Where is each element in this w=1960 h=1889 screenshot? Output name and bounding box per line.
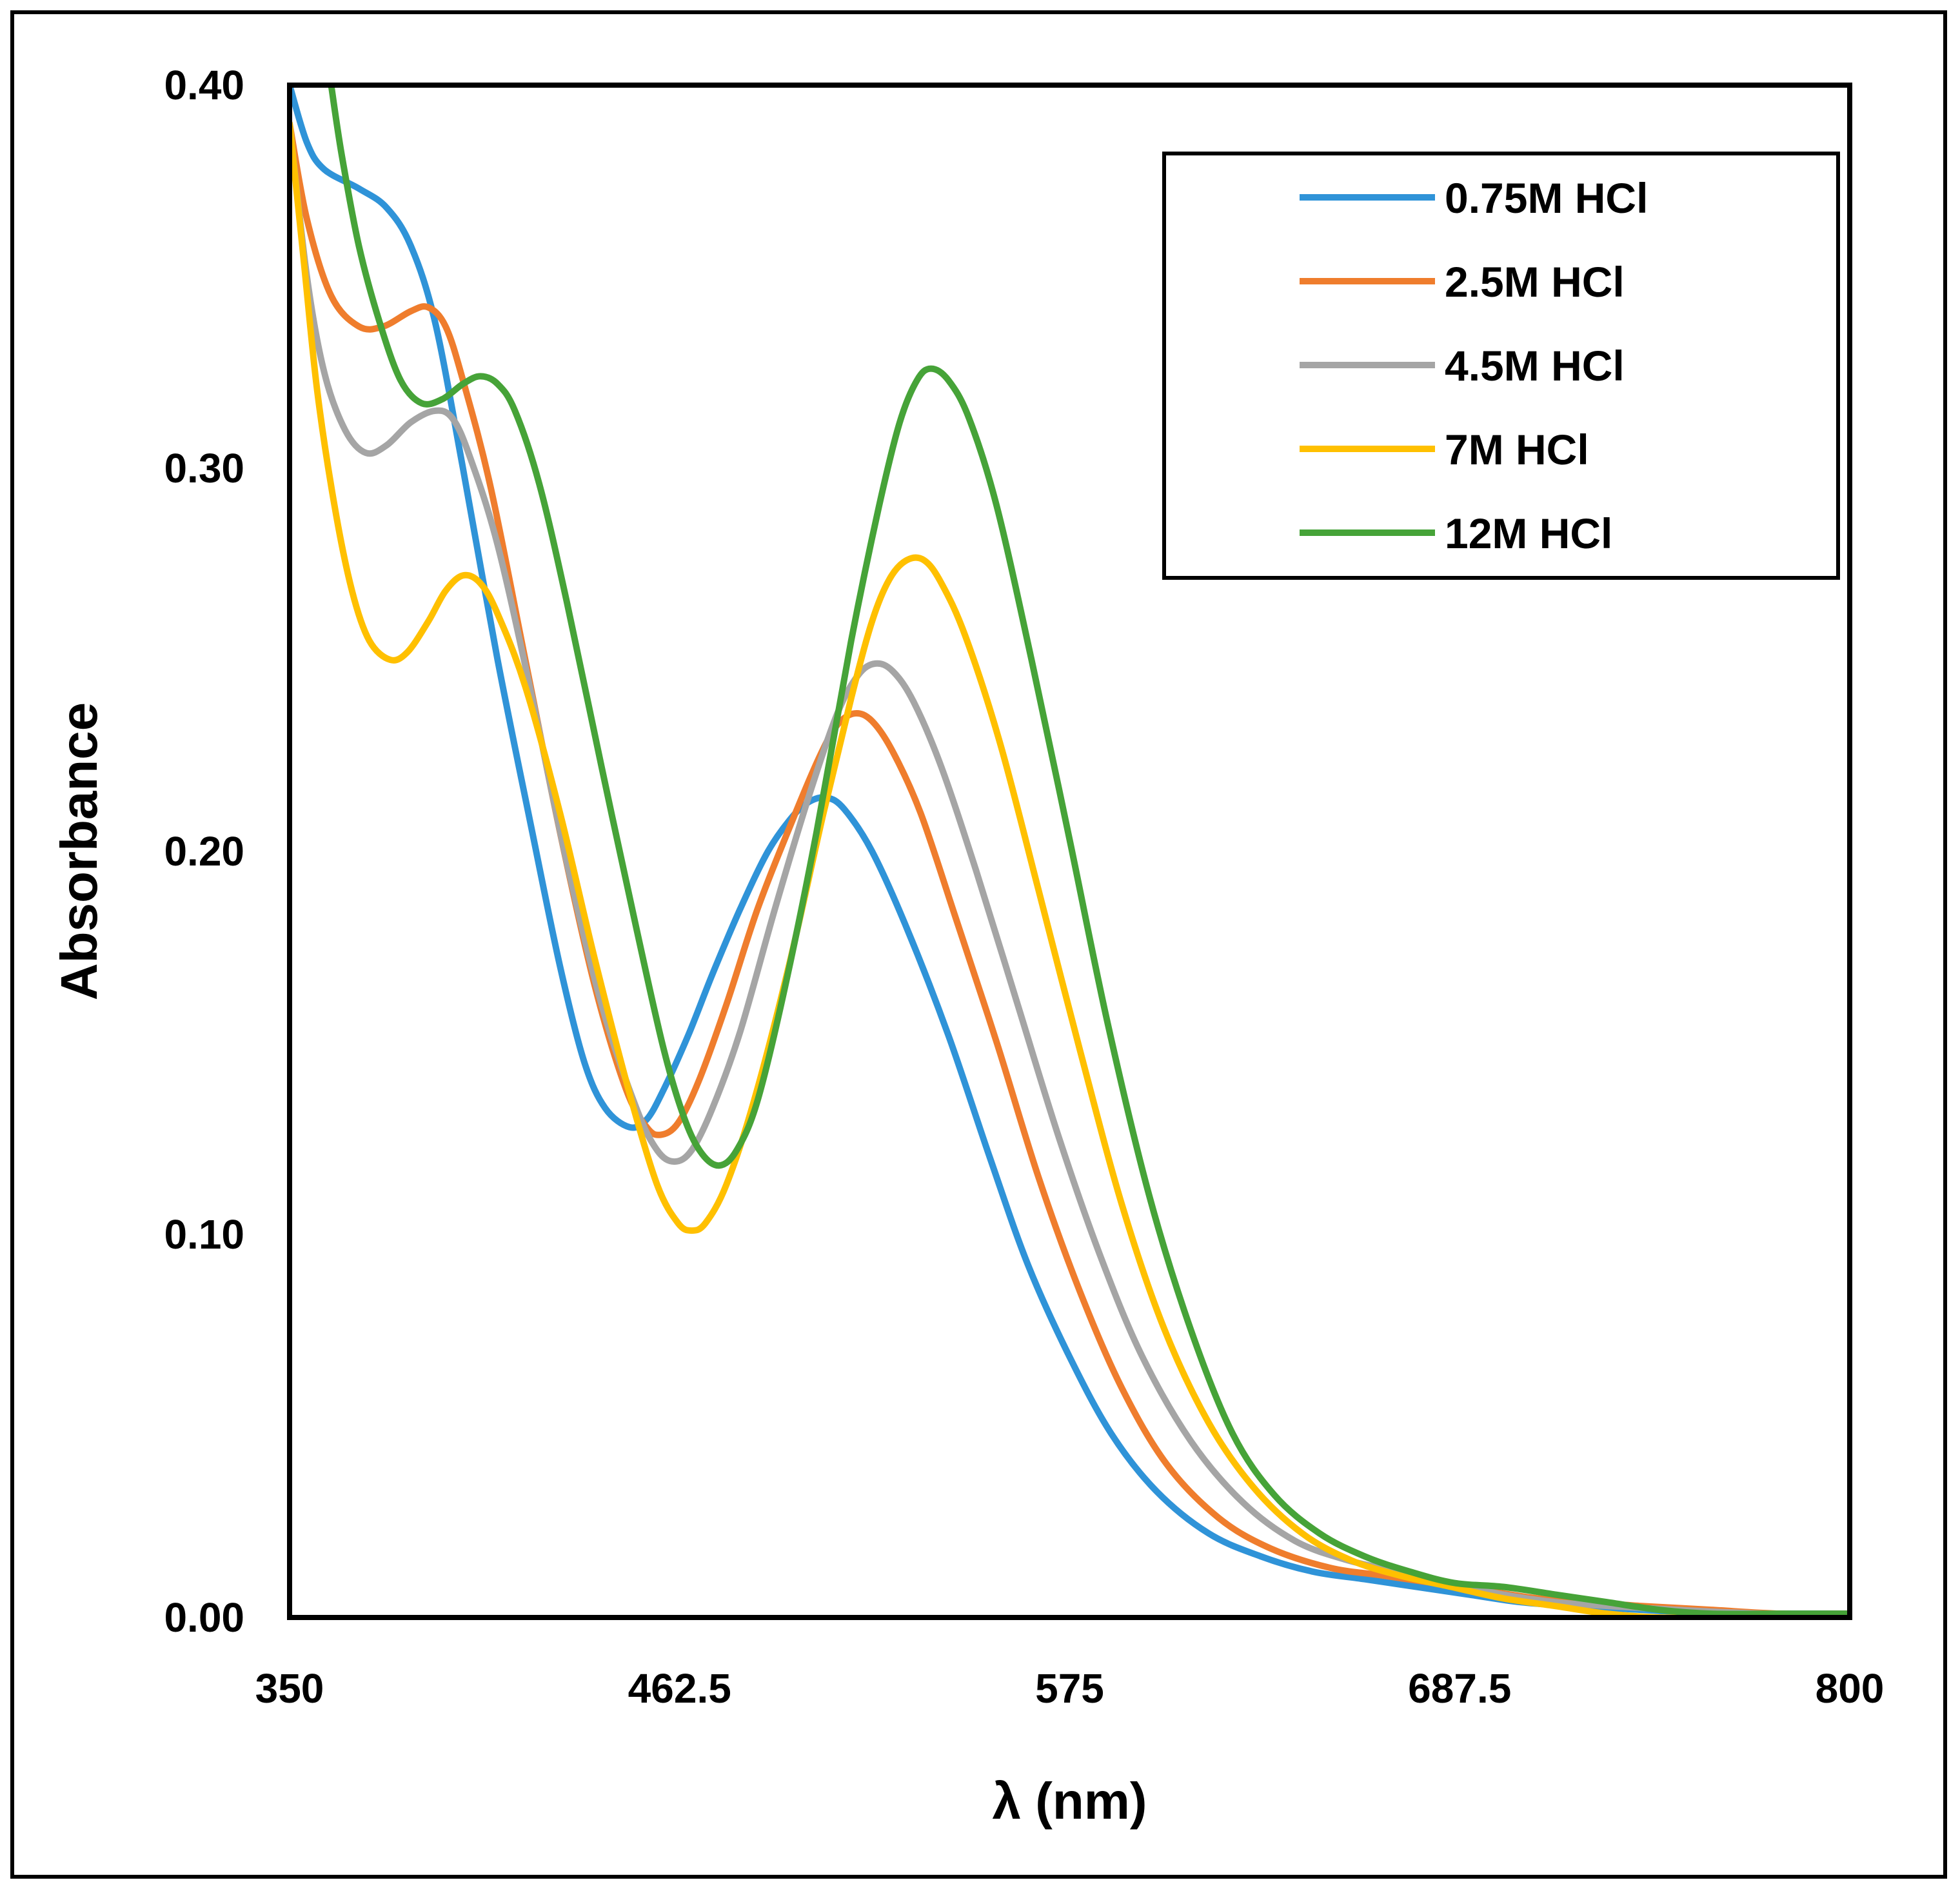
y-tick-label: 0.00 <box>164 1594 244 1641</box>
legend-label: 0.75M HCl <box>1445 174 1648 222</box>
legend-label: 4.5M HCl <box>1445 342 1625 390</box>
legend-item: 7M HCl <box>1300 426 1589 473</box>
x-axis-ticks: 350 462.5 575 687.5 800 <box>255 1665 1885 1712</box>
legend-label: 7M HCl <box>1445 426 1589 473</box>
y-axis-ticks: 0.00 0.10 0.20 0.30 0.40 <box>164 62 244 1641</box>
y-tick-label: 0.10 <box>164 1211 244 1258</box>
x-tick-label: 350 <box>255 1665 324 1712</box>
legend-item: 4.5M HCl <box>1300 342 1625 390</box>
series-line-12m-hcl <box>328 84 1850 1617</box>
legend-items: 0.75M HCl 2.5M HCl 4.5M HCl 7M HCl 12M HCl <box>1300 174 1648 557</box>
legend-label: 12M HCl <box>1445 509 1612 557</box>
legend-item: 0.75M HCl <box>1300 174 1648 222</box>
x-tick-label: 687.5 <box>1408 1665 1511 1712</box>
y-tick-label: 0.20 <box>164 828 244 875</box>
y-tick-label: 0.40 <box>164 62 244 108</box>
x-tick-label: 575 <box>1035 1665 1104 1712</box>
y-axis-title: Absorbance <box>50 702 108 1000</box>
series-line-7m-hcl <box>290 120 1850 1619</box>
legend-item: 2.5M HCl <box>1300 258 1625 306</box>
x-tick-label: 462.5 <box>628 1665 731 1712</box>
x-axis-title: λ (nm) <box>993 1772 1147 1830</box>
y-tick-label: 0.30 <box>164 445 244 491</box>
series-layer <box>290 84 1850 1619</box>
plot-area <box>287 83 1852 1620</box>
x-tick-label: 800 <box>1816 1665 1885 1712</box>
legend-label: 2.5M HCl <box>1445 258 1625 306</box>
legend-box <box>1162 152 1840 580</box>
legend: 0.75M HCl 2.5M HCl 4.5M HCl 7M HCl 12M HCl <box>1162 152 1840 580</box>
legend-item: 12M HCl <box>1300 509 1612 557</box>
